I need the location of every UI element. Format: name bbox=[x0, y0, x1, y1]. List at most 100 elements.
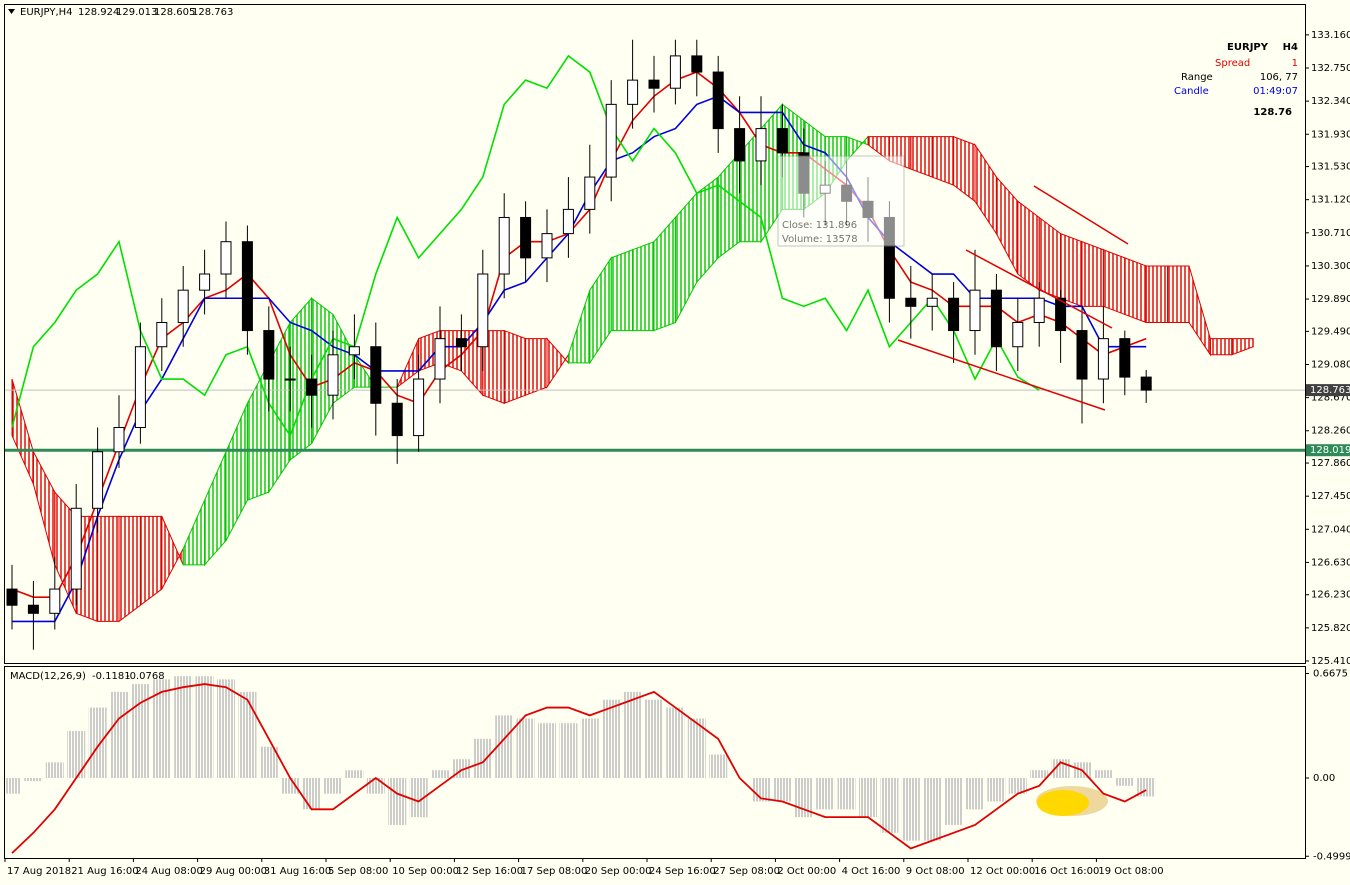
macd-bar bbox=[302, 777, 321, 810]
candle-body bbox=[134, 346, 146, 429]
y-tick-label: 131.120 bbox=[1311, 195, 1350, 206]
y-tick-label: -0.4999 bbox=[1313, 851, 1350, 862]
candle-body bbox=[6, 588, 18, 606]
candle-body bbox=[1119, 338, 1131, 378]
tooltip-box bbox=[777, 155, 905, 247]
x-tick-label: 17 Aug 2018 bbox=[7, 866, 71, 877]
x-tick-label: 24 Aug 08:00 bbox=[135, 866, 202, 877]
macd-bar bbox=[559, 723, 578, 778]
candle-body bbox=[92, 451, 104, 509]
candle-body bbox=[27, 604, 39, 614]
macd-signal-value: -0.0768 bbox=[126, 671, 165, 682]
cloud-segment bbox=[139, 515, 163, 607]
candle-body bbox=[284, 378, 296, 381]
y-tick-label: 133.160 bbox=[1311, 30, 1350, 41]
header-open: 128.924 bbox=[78, 7, 119, 18]
cloud-segment bbox=[610, 249, 634, 332]
menu-arrow[interactable] bbox=[8, 9, 15, 14]
candle-body bbox=[1076, 330, 1088, 380]
candle-body bbox=[220, 241, 232, 275]
macd-bar bbox=[645, 699, 663, 778]
y-tick-label: 0.6675 bbox=[1313, 668, 1348, 679]
macd-bar bbox=[859, 777, 877, 818]
cloud-segment bbox=[1060, 232, 1083, 308]
macd-bar bbox=[923, 777, 942, 841]
candle-body bbox=[49, 588, 61, 614]
x-tick-label: 16 Oct 16:00 bbox=[1034, 866, 1099, 877]
macd-bar bbox=[259, 746, 278, 778]
candle-body bbox=[691, 55, 703, 73]
candle-body bbox=[605, 103, 617, 178]
macd-bar bbox=[816, 777, 835, 810]
macd-bar bbox=[495, 715, 514, 778]
candle-body bbox=[177, 289, 189, 323]
macd-bar bbox=[67, 731, 86, 778]
macd-bar bbox=[110, 691, 128, 778]
signal-line bbox=[11, 683, 1147, 854]
x-tick-label: 17 Sep 08:00 bbox=[521, 866, 588, 877]
info-spread: 1 bbox=[1292, 58, 1298, 69]
candle-body bbox=[306, 378, 318, 396]
macd-bar bbox=[1008, 777, 1027, 794]
x-tick-label: 19 Oct 08:00 bbox=[1098, 866, 1163, 877]
macd-bar bbox=[345, 770, 364, 778]
macd-bar bbox=[5, 777, 21, 794]
trend-line bbox=[965, 249, 1113, 329]
header-low: 128.605 bbox=[154, 7, 195, 18]
macd-pane bbox=[5, 676, 1156, 854]
x-tick-label: 5 Sep 08:00 bbox=[328, 866, 388, 877]
info-symbol: EURJPY bbox=[1227, 42, 1269, 53]
candle-body bbox=[391, 402, 403, 437]
macd-bar bbox=[602, 699, 621, 778]
x-tick-label: 24 Sep 16:00 bbox=[649, 866, 716, 877]
macd-bar bbox=[837, 777, 856, 810]
cloud-segment bbox=[525, 338, 548, 396]
candle-body bbox=[370, 346, 382, 404]
tooltip: Close: 131.896 Volume: 13578 bbox=[777, 155, 905, 247]
y-tick-label: 132.340 bbox=[1311, 96, 1350, 107]
macd-bar bbox=[666, 707, 685, 778]
macd-bar bbox=[217, 679, 235, 778]
candle-body bbox=[541, 233, 553, 259]
candle-body bbox=[498, 216, 510, 275]
candle-body bbox=[520, 216, 532, 259]
indicator-line bbox=[12, 95, 1147, 623]
candle-body bbox=[327, 354, 339, 396]
candle-body bbox=[755, 128, 767, 162]
cloud-segment bbox=[1145, 265, 1169, 323]
y-tick-label: 130.710 bbox=[1311, 228, 1350, 239]
info-range-label: Range bbox=[1181, 72, 1213, 83]
candle-body bbox=[905, 297, 917, 307]
y-tick-label: 0.00 bbox=[1313, 773, 1335, 784]
macd-bar bbox=[709, 754, 728, 778]
y-tick-label: 129.080 bbox=[1311, 359, 1350, 370]
candle-body bbox=[669, 55, 681, 89]
y-tick-label: 129.890 bbox=[1311, 294, 1350, 305]
candle-body bbox=[477, 273, 489, 348]
candle-body bbox=[241, 241, 253, 332]
x-tick-label: 31 Aug 16:00 bbox=[264, 866, 331, 877]
macd-title: MACD(12,26,9) bbox=[10, 671, 86, 682]
x-tick-label: 27 Sep 08:00 bbox=[713, 866, 780, 877]
x-tick-label: 12 Oct 00:00 bbox=[970, 866, 1035, 877]
cloud-segment bbox=[1209, 338, 1233, 356]
candle-body bbox=[734, 128, 746, 162]
macd-bar bbox=[623, 691, 642, 778]
x-tick-label: 4 Oct 16:00 bbox=[842, 866, 901, 877]
macd-bar bbox=[773, 777, 792, 802]
candle-body bbox=[776, 128, 788, 154]
header-high: 129.013 bbox=[116, 7, 157, 18]
candle-body bbox=[434, 338, 446, 380]
candle-body bbox=[926, 297, 938, 307]
info-spread-label: Spread bbox=[1215, 58, 1250, 69]
candle-body bbox=[455, 338, 467, 348]
macd-bar bbox=[687, 718, 706, 778]
macd-bar bbox=[281, 777, 300, 794]
x-tick-label: 20 Sep 00:00 bbox=[585, 866, 652, 877]
macd-bar bbox=[388, 777, 407, 825]
header-symbol: EURJPY,H4 bbox=[20, 7, 73, 18]
candle-body bbox=[113, 427, 125, 453]
candle-body bbox=[969, 289, 981, 332]
macd-bar bbox=[409, 777, 428, 818]
x-tick-label: 12 Sep 16:00 bbox=[456, 866, 523, 877]
